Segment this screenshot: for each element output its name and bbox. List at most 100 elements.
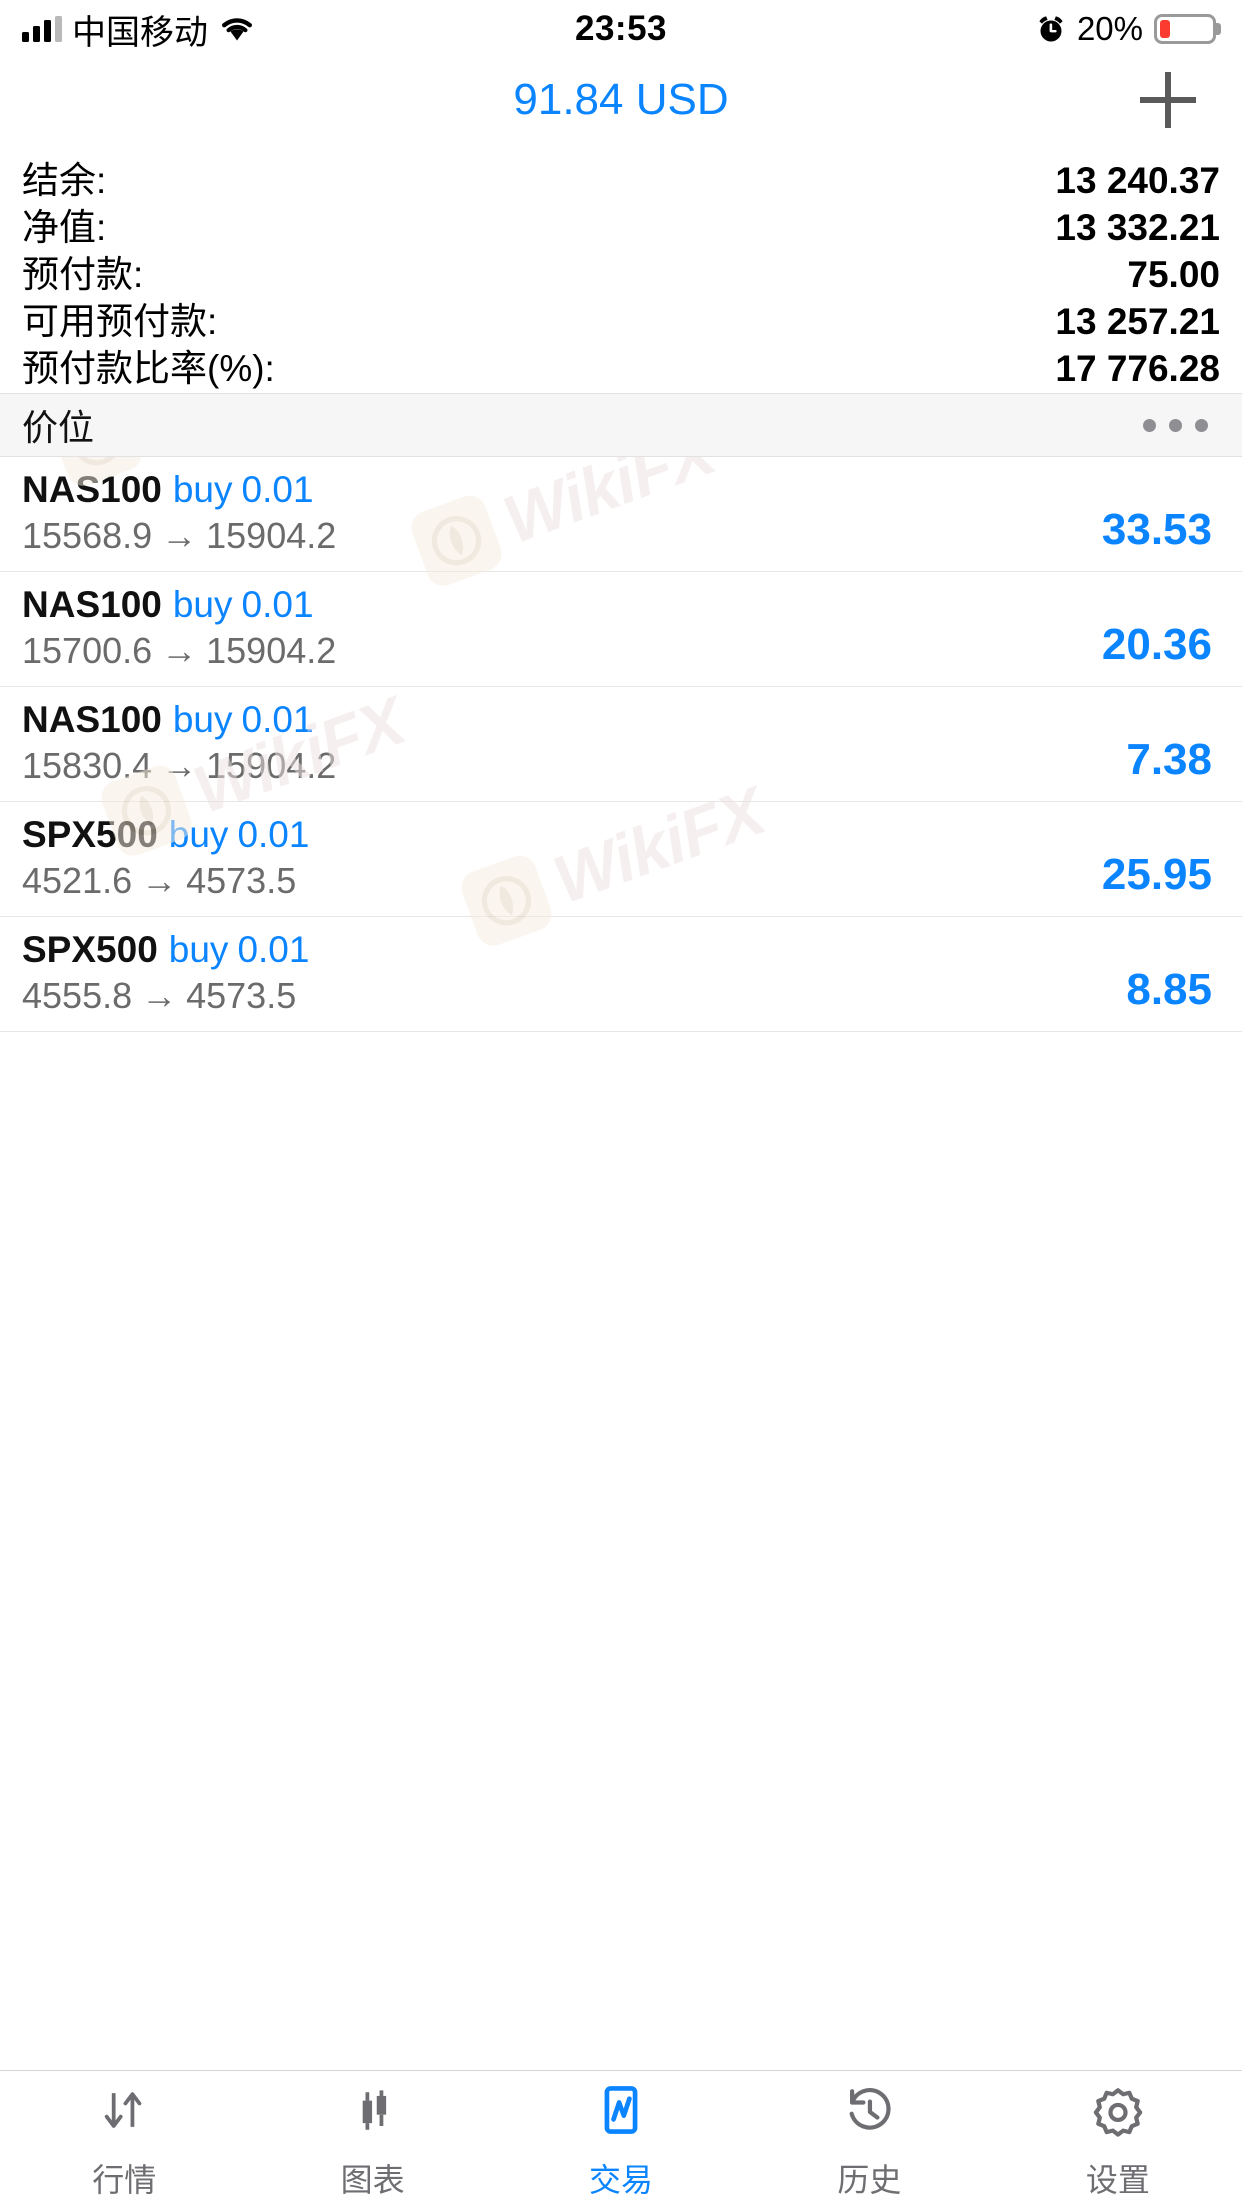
account-summary: 结余: 13 240.37 净值: 13 332.21 预付款: 75.00 可… xyxy=(0,142,1242,393)
trade-line-icon xyxy=(591,2078,651,2142)
summary-value: 13 257.21 xyxy=(1055,301,1220,342)
summary-row-balance: 结余: 13 240.37 xyxy=(22,150,1220,201)
position-volume: 0.01 xyxy=(237,929,310,970)
position-current-price: 4573.5 xyxy=(186,975,297,1016)
battery-percent-label: 20% xyxy=(1076,10,1143,47)
position-profit: 25.95 xyxy=(1101,850,1212,899)
summary-label: 可用预付款: xyxy=(22,301,218,342)
position-price-line: 4555.8 → 4573.5 xyxy=(22,975,309,1017)
chart-candles-icon xyxy=(343,2078,403,2142)
table-row[interactable]: NAS100 buy 0.01 15700.6 → 15904.2 20.36 xyxy=(0,572,1242,687)
position-profit: 33.53 xyxy=(1101,505,1212,554)
position-side: buy xyxy=(172,584,233,625)
positions-section-header: 价位 xyxy=(0,393,1242,457)
position-symbol: NAS100 xyxy=(22,584,162,625)
signal-bars-icon xyxy=(22,16,62,42)
tab-quotes[interactable]: 行情 xyxy=(0,2078,248,2201)
wifi-icon xyxy=(220,16,254,42)
summary-row-free-margin: 可用预付款: 13 257.21 xyxy=(22,291,1220,342)
arrow-right-icon: → xyxy=(141,975,178,1016)
summary-value: 17 776.28 xyxy=(1055,348,1220,389)
tab-settings[interactable]: 设置 xyxy=(994,2078,1242,2201)
position-header-line: NAS100 buy 0.01 xyxy=(22,471,336,508)
page-title: 91.84 USD xyxy=(513,75,729,124)
bottom-tab-bar: 行情 图表 交易 xyxy=(0,2070,1242,2208)
position-info: NAS100 buy 0.01 15830.4 → 15904.2 xyxy=(22,701,336,787)
position-volume: 0.01 xyxy=(241,469,314,510)
more-dots-icon[interactable] xyxy=(1143,418,1208,432)
position-side: buy xyxy=(172,469,233,510)
history-clock-icon xyxy=(839,2078,899,2142)
position-volume: 0.01 xyxy=(241,699,314,740)
position-symbol: NAS100 xyxy=(22,699,162,740)
position-current-price: 15904.2 xyxy=(206,515,337,556)
tab-label: 历史 xyxy=(837,2162,902,2198)
summary-label: 预付款: xyxy=(22,254,144,295)
tab-label: 交易 xyxy=(589,2162,654,2198)
position-info: SPX500 buy 0.01 4555.8 → 4573.5 xyxy=(22,931,309,1017)
tab-history[interactable]: 历史 xyxy=(745,2078,993,2201)
tab-trade[interactable]: 交易 xyxy=(497,2078,745,2201)
quotes-arrows-icon xyxy=(94,2078,154,2142)
nav-bar: 91.84 USD xyxy=(0,58,1242,142)
summary-label: 净值: xyxy=(22,207,107,248)
summary-label: 预付款比率(%): xyxy=(22,348,275,389)
position-open-price: 15700.6 xyxy=(22,630,153,671)
table-row[interactable]: NAS100 buy 0.01 15568.9 → 15904.2 33.53 xyxy=(0,457,1242,572)
position-price-line: 15568.9 → 15904.2 xyxy=(22,515,336,557)
alarm-icon xyxy=(1036,14,1066,44)
summary-value: 13 240.37 xyxy=(1055,160,1220,201)
position-side: buy xyxy=(168,929,229,970)
position-symbol: SPX500 xyxy=(22,814,158,855)
position-header-line: SPX500 buy 0.01 xyxy=(22,931,309,968)
position-open-price: 4555.8 xyxy=(22,975,133,1016)
tab-label: 设置 xyxy=(1085,2162,1150,2198)
summary-value: 75.00 xyxy=(1127,254,1220,295)
arrow-right-icon: → xyxy=(161,515,198,556)
positions-list: NAS100 buy 0.01 15568.9 → 15904.2 33.53 NAS1… xyxy=(0,457,1242,2070)
position-open-price: 15830.4 xyxy=(22,745,153,786)
position-volume: 0.01 xyxy=(237,814,310,855)
position-header-line: NAS100 buy 0.01 xyxy=(22,701,336,738)
carrier-label: 中国移动 xyxy=(72,13,208,52)
table-row[interactable]: SPX500 buy 0.01 4555.8 → 4573.5 8.85 xyxy=(0,917,1242,1032)
tab-label: 行情 xyxy=(92,2162,157,2198)
status-bar-right: 20% xyxy=(1036,10,1216,48)
position-price-line: 15830.4 → 15904.2 xyxy=(22,745,336,787)
arrow-right-icon: → xyxy=(141,860,178,901)
position-symbol: SPX500 xyxy=(22,929,158,970)
gear-icon xyxy=(1088,2078,1148,2142)
tab-label: 图表 xyxy=(340,2162,405,2198)
status-bar-left: 中国移动 xyxy=(22,5,254,54)
summary-row-equity: 净值: 13 332.21 xyxy=(22,197,1220,248)
position-price-line: 15700.6 → 15904.2 xyxy=(22,630,336,672)
position-price-line: 4521.6 → 4573.5 xyxy=(22,860,309,902)
status-bar: 中国移动 23:53 20% xyxy=(0,0,1242,58)
arrow-right-icon: → xyxy=(161,630,198,671)
position-info: NAS100 buy 0.01 15700.6 → 15904.2 xyxy=(22,586,336,672)
summary-value: 13 332.21 xyxy=(1055,207,1220,248)
position-side: buy xyxy=(168,814,229,855)
position-open-price: 15568.9 xyxy=(22,515,153,556)
summary-label: 结余: xyxy=(22,160,107,201)
position-volume: 0.01 xyxy=(241,584,314,625)
plus-icon[interactable] xyxy=(1140,72,1196,128)
summary-row-margin-level: 预付款比率(%): 17 776.28 xyxy=(22,338,1220,389)
position-open-price: 4521.6 xyxy=(22,860,133,901)
arrow-right-icon: → xyxy=(161,745,198,786)
position-profit: 7.38 xyxy=(1126,735,1212,784)
position-current-price: 15904.2 xyxy=(206,745,337,786)
table-row[interactable]: NAS100 buy 0.01 15830.4 → 15904.2 7.38 xyxy=(0,687,1242,802)
battery-icon xyxy=(1154,14,1216,44)
position-symbol: NAS100 xyxy=(22,469,162,510)
position-info: NAS100 buy 0.01 15568.9 → 15904.2 xyxy=(22,471,336,557)
tab-charts[interactable]: 图表 xyxy=(248,2078,496,2201)
position-current-price: 15904.2 xyxy=(206,630,337,671)
position-info: SPX500 buy 0.01 4521.6 → 4573.5 xyxy=(22,816,309,902)
position-header-line: NAS100 buy 0.01 xyxy=(22,586,336,623)
summary-row-margin: 预付款: 75.00 xyxy=(22,244,1220,295)
table-row[interactable]: SPX500 buy 0.01 4521.6 → 4573.5 25.95 xyxy=(0,802,1242,917)
position-profit: 20.36 xyxy=(1101,620,1212,669)
position-profit: 8.85 xyxy=(1126,965,1212,1014)
